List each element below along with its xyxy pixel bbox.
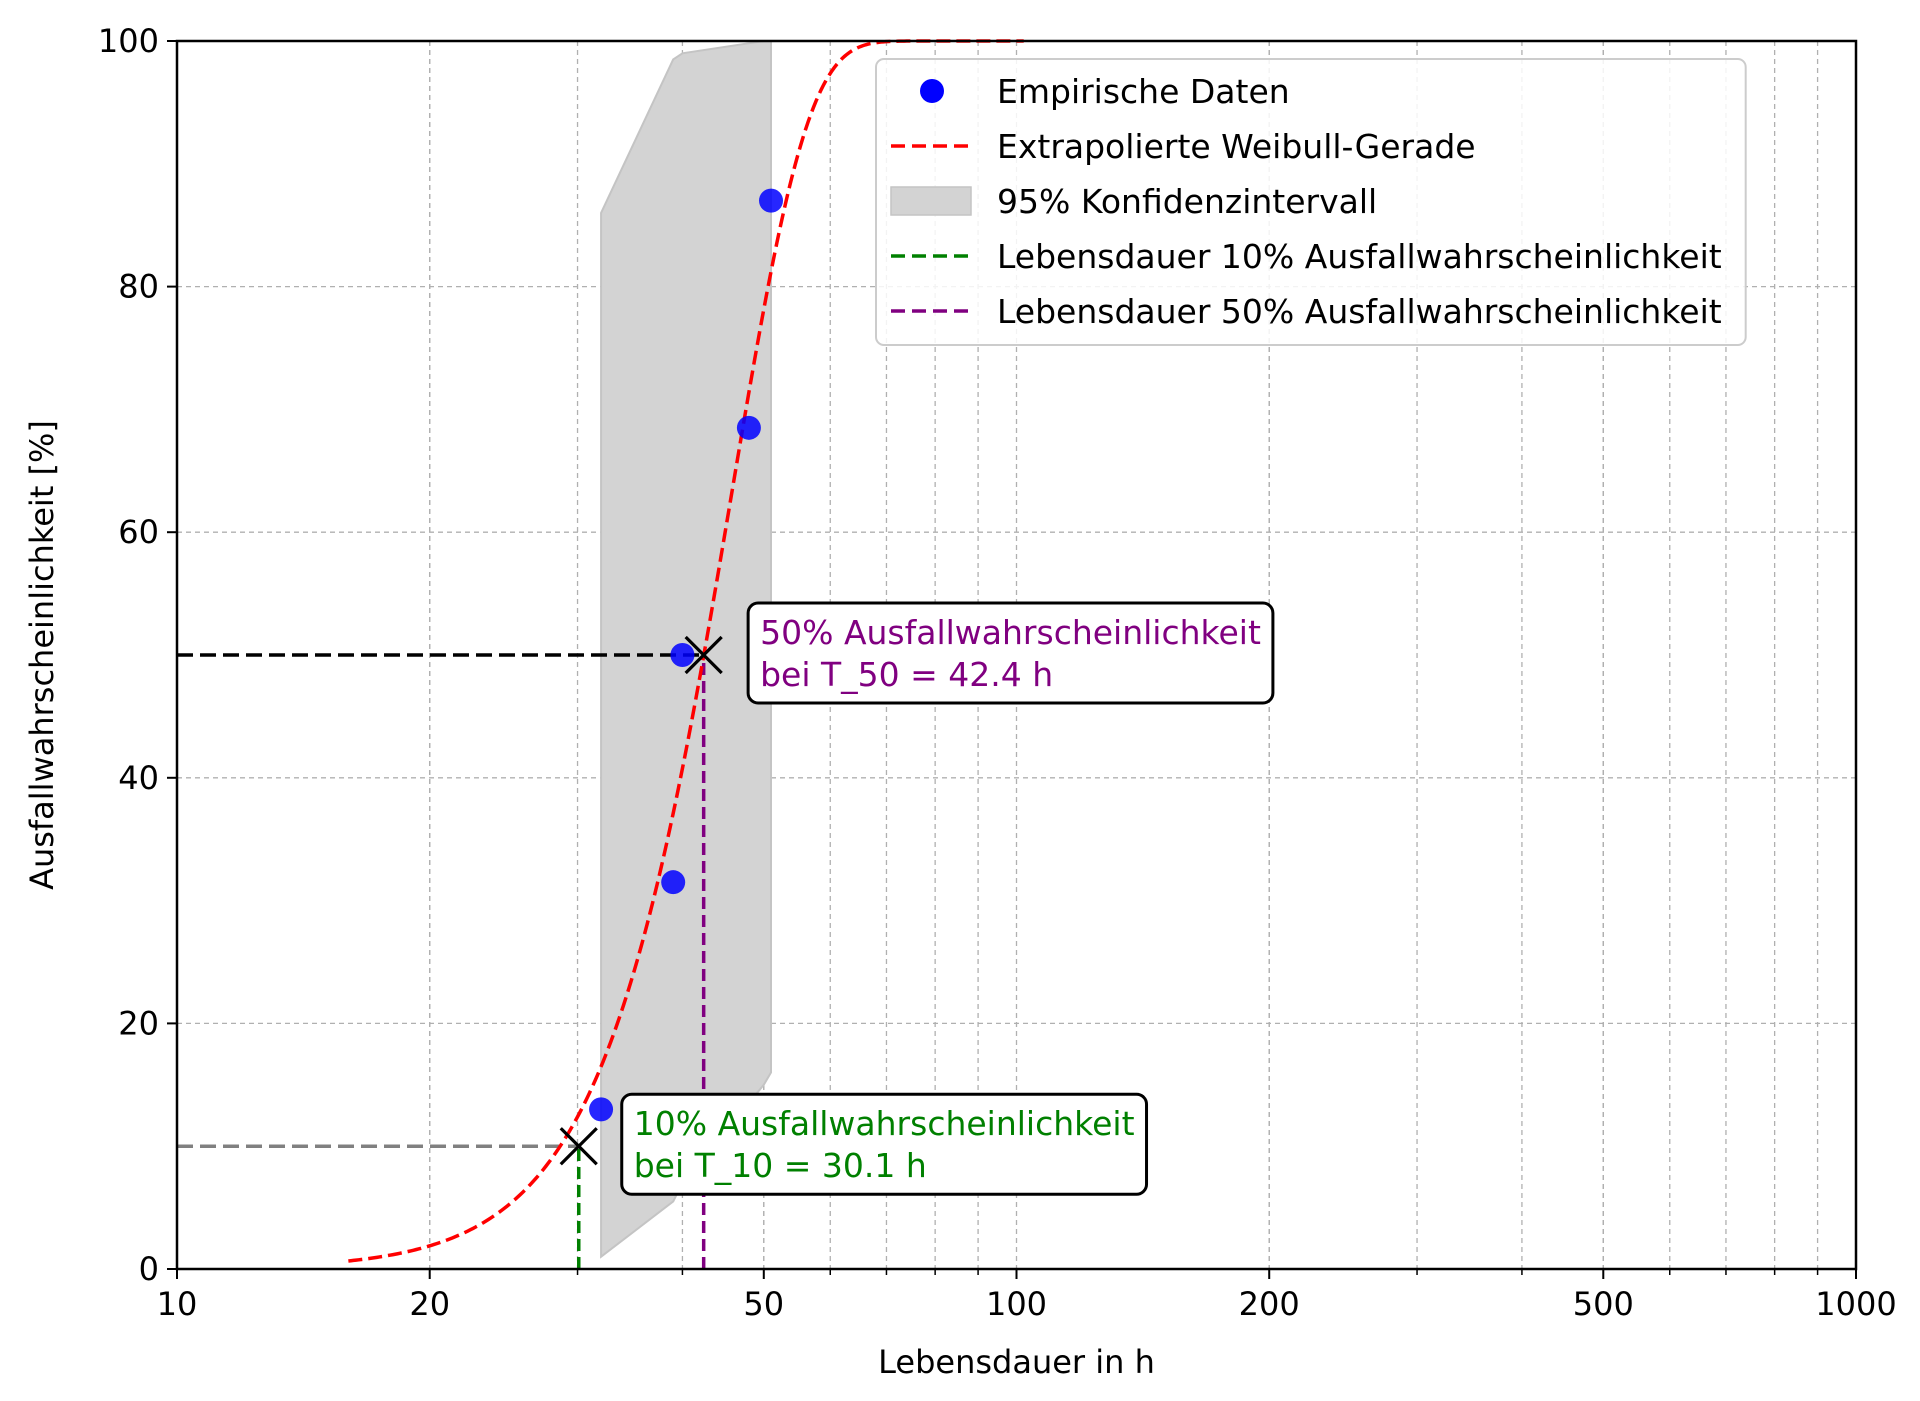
annotation-line: bei T_50 = 42.4 h (760, 655, 1053, 694)
x-tick-label: 100 (986, 1285, 1047, 1323)
data-point (589, 1097, 614, 1122)
legend-item: Extrapolierte Weibull-Gerade (891, 127, 1476, 166)
x-marker-stroke (684, 635, 723, 675)
line-layer (177, 39, 1024, 1269)
x-marker-stroke (559, 1127, 598, 1166)
annotation-frame (620, 1092, 1149, 1196)
x-marker (559, 1127, 598, 1166)
legend-frame (875, 58, 1747, 346)
x-tick-label: 1000 (1815, 1285, 1896, 1323)
x-tick-label: 500 (1573, 1285, 1634, 1323)
data-point (661, 870, 686, 895)
x-marker (684, 635, 723, 675)
legend-item: Empirische Daten (920, 72, 1290, 111)
legend-marker-band (890, 186, 972, 216)
y-tick-label: 0 (139, 1250, 159, 1288)
legend-label: Lebensdauer 50% Ausfallwahrscheinlichkei… (997, 292, 1722, 331)
y-axis-label: Ausfallwahrscheinlichkeit [%] (23, 420, 61, 890)
annotation-frame (746, 601, 1275, 705)
axis-ticks: 10 20 50 100 200 500 1000 0 20 40 60 80 100 (98, 22, 1897, 1323)
x-tick-label: 200 (1239, 1285, 1300, 1323)
data-point (759, 188, 784, 213)
legend-item: Lebensdauer 50% Ausfallwahrscheinlichkei… (891, 292, 1722, 331)
annotation-line: 50% Ausfallwahrscheinlichkeit (760, 613, 1261, 652)
point-layer (559, 188, 784, 1166)
legend: Empirische Daten Extrapolierte Weibull-Ge… (875, 58, 1747, 346)
annotation-line: bei T_10 = 30.1 h (634, 1146, 927, 1185)
y-tick-label: 80 (118, 268, 159, 306)
x-tick-label: 10 (157, 1285, 198, 1323)
y-tick-label: 40 (118, 759, 159, 797)
data-point (736, 415, 761, 440)
legend-item: 95% Konfidenzintervall (890, 182, 1377, 221)
legend-label: Lebensdauer 10% Ausfallwahrscheinlichkei… (997, 237, 1722, 276)
x-tick-label: 50 (743, 1285, 784, 1323)
legend-label: 95% Konfidenzintervall (997, 182, 1377, 221)
y-tick-label: 60 (118, 513, 159, 551)
x-tick-label: 20 (409, 1285, 450, 1323)
legend-marker-point (920, 79, 944, 103)
legend-label: Empirische Daten (997, 72, 1290, 111)
legend-item: Lebensdauer 10% Ausfallwahrscheinlichkei… (891, 237, 1722, 276)
data-point (670, 643, 695, 667)
annotation-line: 10% Ausfallwahrscheinlichkeit (634, 1104, 1135, 1143)
y-tick-label: 100 (98, 22, 159, 60)
legend-label: Extrapolierte Weibull-Gerade (997, 127, 1476, 166)
x-axis-label: Lebensdauer in h (878, 1343, 1155, 1381)
weibull-curve (348, 39, 1024, 1263)
y-tick-label: 20 (118, 1004, 159, 1042)
